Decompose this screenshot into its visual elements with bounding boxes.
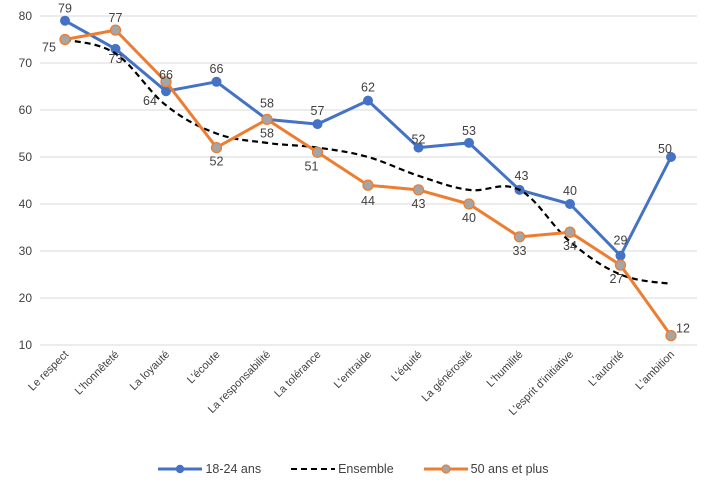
y-tick-label: 40 (19, 197, 33, 211)
data-point (665, 329, 677, 342)
y-tick-label: 50 (19, 150, 33, 164)
data-label: 75 (42, 41, 56, 55)
data-label: 27 (610, 272, 624, 286)
data-point (261, 113, 273, 126)
legend-dashed-line-icon (291, 468, 336, 470)
data-label: 44 (361, 194, 375, 208)
series-ensemble (64, 38, 672, 285)
data-point (60, 15, 70, 26)
data-label: 58 (260, 126, 274, 140)
y-axis-ticks: 10 20 30 40 50 60 70 80 (19, 9, 33, 352)
data-label: 77 (109, 11, 123, 25)
data-point (615, 250, 626, 261)
x-category-label: L'honnêteté (73, 349, 122, 398)
x-category-label: L'écoute (185, 349, 223, 387)
data-label: 43 (412, 197, 426, 211)
data-point (614, 259, 627, 271)
x-category-label: L'équité (389, 349, 424, 384)
x-axis-categories: Le respect L'honnêteté La loyauté L'écoute L… (26, 349, 677, 418)
legend-item-50-plus[interactable]: 50 ans et plus (423, 462, 549, 476)
data-point (413, 142, 424, 153)
data-point (464, 137, 474, 148)
legend: 18-24 ans Ensemble 50 ans et plus (0, 457, 707, 481)
data-label: 40 (462, 211, 476, 225)
legend-item-ensemble[interactable]: Ensemble (291, 462, 394, 476)
data-label: 73 (109, 52, 123, 66)
y-tick-label: 10 (19, 338, 33, 352)
data-label: 34 (563, 239, 577, 253)
data-label: 33 (513, 244, 527, 258)
data-point (412, 184, 425, 196)
data-label: 62 (361, 81, 375, 95)
data-label: 12 (676, 322, 690, 336)
data-label: 66 (210, 62, 224, 76)
data-point (109, 24, 122, 36)
data-point (59, 33, 71, 46)
x-category-label: Le respect (26, 349, 71, 394)
data-point (565, 199, 575, 209)
data-label: 64 (143, 94, 157, 108)
legend-label: 18-24 ans (205, 462, 262, 476)
data-point (312, 119, 323, 130)
data-point (160, 76, 172, 88)
x-category-label: L'humilité (485, 349, 526, 390)
x-category-label: La tolérance (272, 349, 323, 400)
data-label: 50 (658, 142, 672, 156)
y-tick-label: 60 (19, 103, 33, 117)
x-category-label: L'ambition (633, 349, 677, 393)
y-tick-label: 30 (19, 244, 33, 258)
x-category-label: L'autorité (586, 349, 626, 389)
legend-line-marker-icon (158, 464, 203, 474)
data-label: 79 (58, 2, 72, 16)
data-point (666, 152, 676, 162)
data-label: 51 (305, 159, 319, 173)
series-50-ans-et-plus (59, 24, 677, 342)
y-tick-label: 70 (19, 56, 33, 70)
data-point (211, 76, 222, 87)
series-18-24-ans (60, 15, 676, 261)
legend-item-18-24[interactable]: 18-24 ans (158, 462, 261, 476)
legend-line-marker-icon (423, 464, 468, 474)
series-group (59, 15, 677, 342)
data-label: 58 (260, 96, 274, 110)
data-label: 52 (412, 133, 426, 147)
data-point (311, 146, 324, 158)
data-point (110, 43, 121, 54)
data-label: 53 (462, 124, 476, 138)
series-line (64, 38, 672, 285)
x-category-label: L'entraide (332, 349, 374, 391)
data-label: 66 (159, 68, 173, 82)
x-category-label: La générosité (419, 349, 475, 405)
x-category-label: La loyauté (128, 349, 172, 393)
data-point (210, 141, 223, 154)
data-point (513, 231, 526, 243)
y-tick-label: 20 (19, 291, 33, 305)
series-line (64, 19, 673, 258)
data-point (564, 226, 576, 238)
data-point (363, 95, 373, 106)
legend-label: 50 ans et plus (470, 462, 549, 476)
data-point (161, 86, 171, 97)
data-label: 57 (311, 104, 325, 118)
legend-label: Ensemble (338, 462, 394, 476)
data-label: 52 (210, 155, 224, 169)
data-label: 29 (614, 234, 628, 248)
data-point (362, 179, 374, 191)
data-point (463, 198, 475, 210)
data-label: 40 (563, 184, 577, 198)
y-tick-label: 80 (19, 9, 33, 23)
data-label: 43 (515, 169, 529, 183)
data-labels: 7973646658576252534340295075776652585144… (42, 2, 690, 336)
